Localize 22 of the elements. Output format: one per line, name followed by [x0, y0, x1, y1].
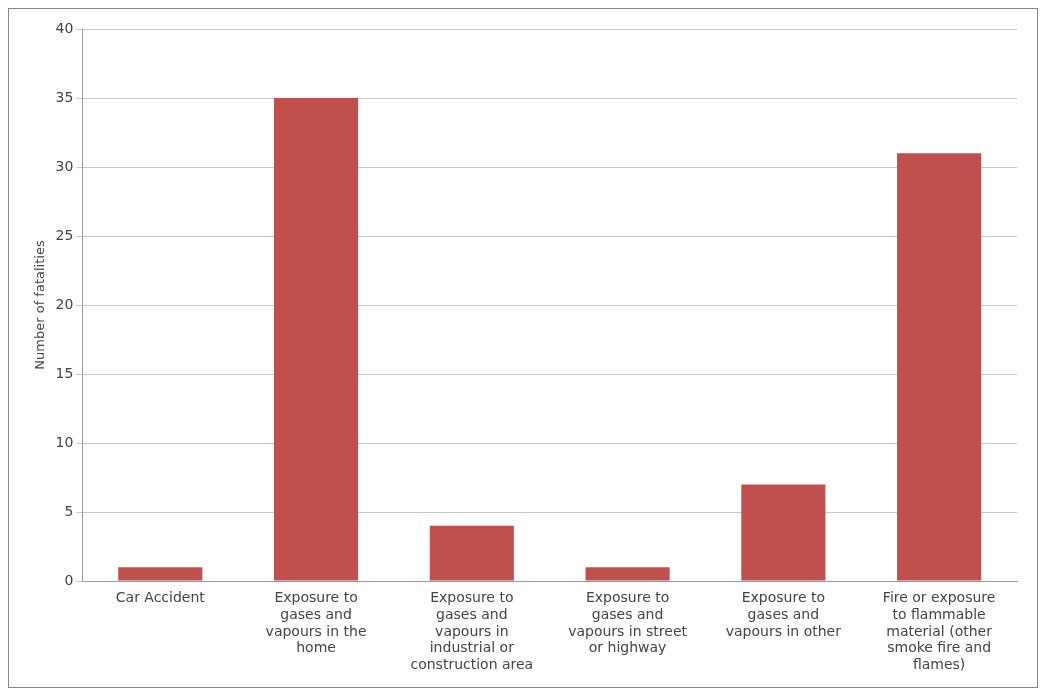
- y-tick-label: 5: [64, 502, 74, 519]
- x-tick-label: Fire or exposure to flammable material (other smoke fire and flames): [882, 589, 996, 673]
- x-tick-label: Exposure to gases and vapours in other: [725, 589, 842, 639]
- x-tick-label: Exposure to gases and vapours in the home: [265, 589, 367, 656]
- y-tick-label: 30: [55, 157, 74, 174]
- y-tick-label: 35: [55, 88, 74, 105]
- y-tick-label: 20: [55, 295, 74, 312]
- bar: [897, 153, 982, 581]
- x-tick-label: Exposure to gases and vapours in street or highway: [568, 589, 688, 656]
- y-tick-label: 10: [55, 433, 74, 450]
- y-axis-title: Number of fatalities: [32, 240, 48, 370]
- bar: [741, 484, 826, 581]
- bar: [429, 525, 514, 581]
- y-tick-label: 0: [64, 571, 74, 588]
- y-tick-label: 40: [55, 19, 74, 36]
- y-tick-label: 25: [55, 226, 74, 243]
- x-tick-label: Car Accident: [115, 589, 206, 606]
- bar: [274, 98, 359, 581]
- y-tick-label: 15: [55, 364, 74, 381]
- bar: [118, 567, 203, 581]
- x-tick-label: Exposure to gases and vapours in industrial or construction area: [410, 589, 534, 673]
- bar: [585, 567, 670, 581]
